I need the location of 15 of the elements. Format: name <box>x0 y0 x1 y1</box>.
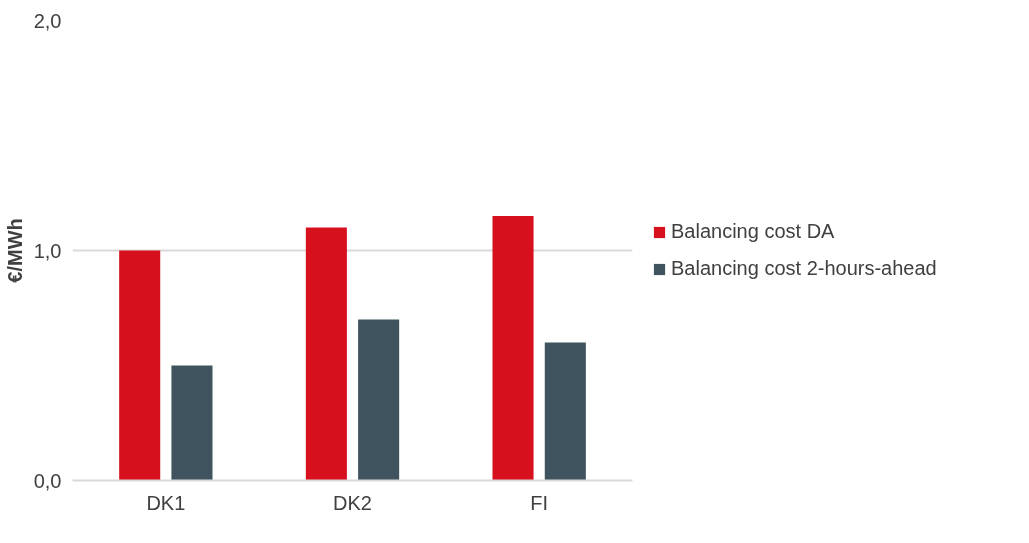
bar <box>492 216 534 481</box>
y-tick-label: 0,0 <box>33 469 62 492</box>
bar <box>544 342 586 481</box>
y-tick-label: 1,0 <box>33 239 62 262</box>
bar <box>358 319 400 481</box>
x-tick-label: DK2 <box>333 491 372 514</box>
legend-label: Balancing cost 2-hours-ahead <box>671 257 937 280</box>
bar <box>119 250 161 481</box>
x-tick-label: FI <box>530 491 549 514</box>
y-tick-label: 2,0 <box>33 9 62 32</box>
bar <box>171 365 213 481</box>
bar <box>305 227 347 481</box>
y-axis-title: €/MWh <box>3 218 26 283</box>
x-tick-label: DK1 <box>146 491 186 514</box>
legend-label: Balancing cost DA <box>671 220 835 243</box>
